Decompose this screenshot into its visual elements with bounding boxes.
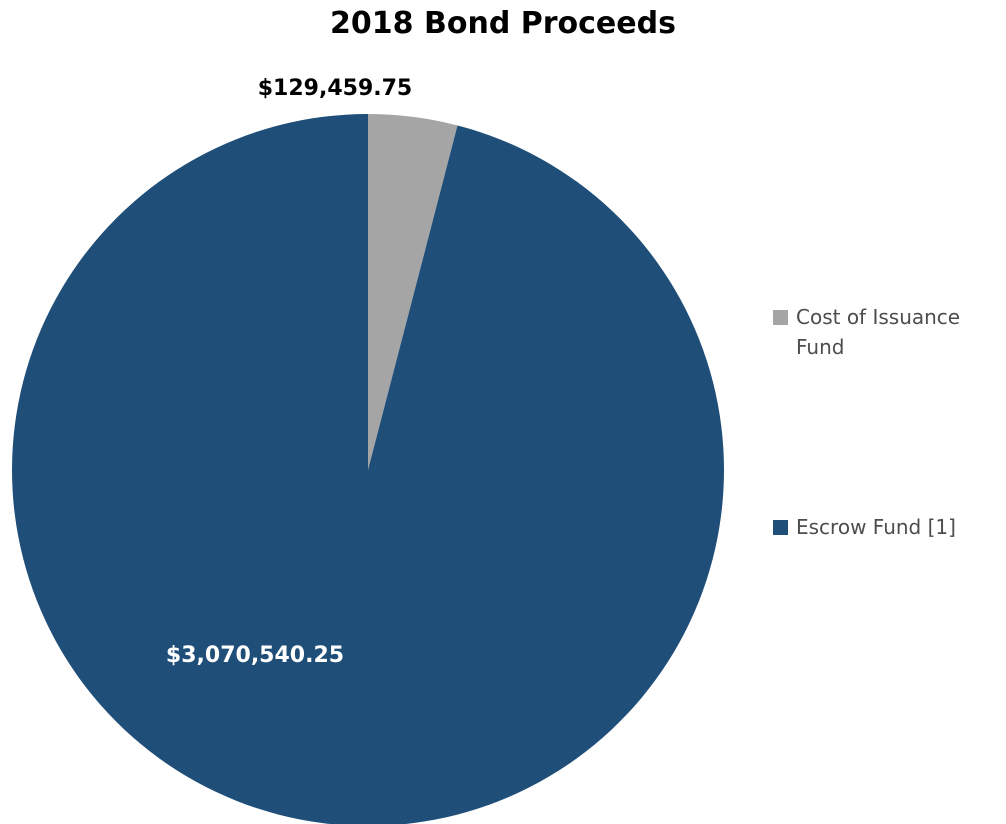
pie-slice-escrow-fund-1: [12, 114, 724, 824]
chart-title: 2018 Bond Proceeds: [330, 6, 676, 41]
legend-swatch-cost-of-issuance: [773, 310, 788, 325]
data-label-escrow-fund: $3,070,540.25: [166, 643, 344, 668]
legend-label-escrow-fund: Escrow Fund [1]: [796, 515, 956, 539]
legend-swatch-escrow-fund: [773, 520, 788, 535]
legend-label-cost-of-issuance: Cost of Issuance Fund: [796, 305, 961, 359]
data-label-cost-of-issuance: $129,459.75: [258, 76, 412, 101]
pie-slice-cost-of-issuance-fund: [368, 114, 458, 470]
legend-item-escrow-fund: Escrow Fund [1]: [773, 512, 996, 542]
legend-item-cost-of-issuance: Cost of Issuance Fund: [773, 302, 996, 362]
slices-group: [12, 114, 724, 824]
